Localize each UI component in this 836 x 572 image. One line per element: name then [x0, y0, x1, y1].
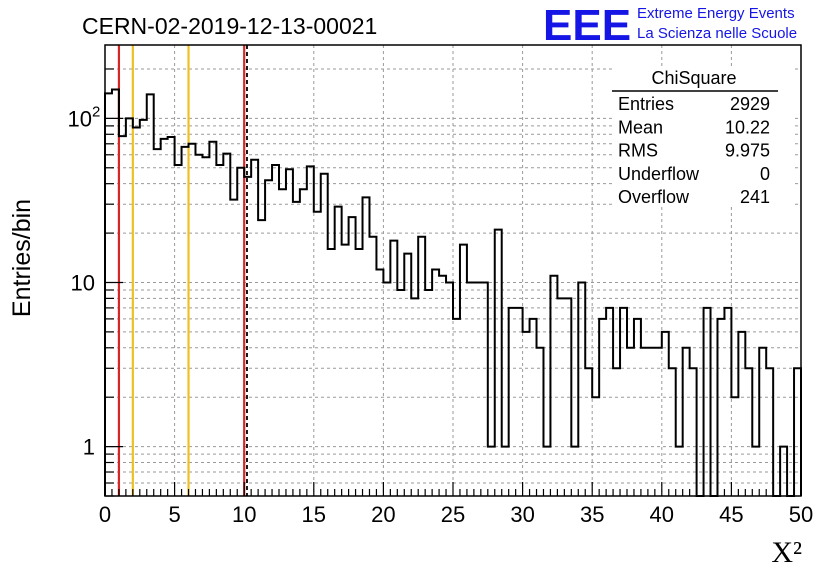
stats-row-label: Overflow	[618, 187, 690, 207]
x-tick-label: 10	[232, 502, 256, 527]
x-tick-label: 50	[789, 502, 813, 527]
y-tick-label: 1	[83, 435, 95, 460]
y-tick-label: 10	[68, 106, 92, 131]
stats-row-label: RMS	[618, 141, 658, 161]
x-tick-label: 30	[510, 502, 534, 527]
x-axis-label: X²	[771, 536, 802, 569]
x-tick-label: 0	[99, 502, 111, 527]
x-tick-label: 35	[580, 502, 604, 527]
y-tick-exponent: 2	[92, 103, 100, 120]
stats-box-background	[612, 66, 792, 206]
eee-logo: EEE Extreme Energy Events La Scienza nel…	[543, 1, 797, 50]
y-tick-label: 10	[71, 270, 95, 295]
stats-box: ChiSquare Entries 2929 Mean 10.22 RMS 9.975 Un…	[612, 66, 792, 207]
stats-row-value: 0	[760, 164, 770, 184]
stats-row-label: Entries	[618, 94, 674, 114]
x-tick-label: 20	[371, 502, 395, 527]
stats-row-value: 241	[740, 187, 770, 207]
logo-line-2: La Scienza nelle Scuole	[637, 25, 797, 42]
stats-row-label: Mean	[618, 117, 663, 137]
chart-title: CERN-02-2019-12-13-00021	[82, 13, 377, 39]
x-tick-labels: 0 5 10 15 20 25 30 35 40 45 50	[99, 502, 813, 527]
stats-row-value: 2929	[730, 94, 770, 114]
stats-rows: Entries 2929 Mean 10.22 RMS 9.975 Underflow 0 Ov…	[618, 94, 770, 207]
logo-mark: EEE	[543, 1, 631, 50]
x-tick-label: 15	[302, 502, 326, 527]
x-tick-label: 5	[168, 502, 180, 527]
y-axis-label: Entries/bin	[8, 199, 36, 317]
logo-line-1: Extreme Energy Events	[637, 5, 795, 22]
stats-row-label: Underflow	[618, 164, 700, 184]
x-tick-label: 25	[441, 502, 465, 527]
histogram-outline	[104, 88, 802, 497]
stats-title: ChiSquare	[651, 68, 736, 88]
stats-row-value: 9.975	[725, 141, 770, 161]
axis-ticks	[104, 68, 802, 497]
x-tick-label: 45	[719, 502, 743, 527]
stats-row-value: 10.22	[725, 117, 770, 137]
x-tick-label: 40	[650, 502, 674, 527]
